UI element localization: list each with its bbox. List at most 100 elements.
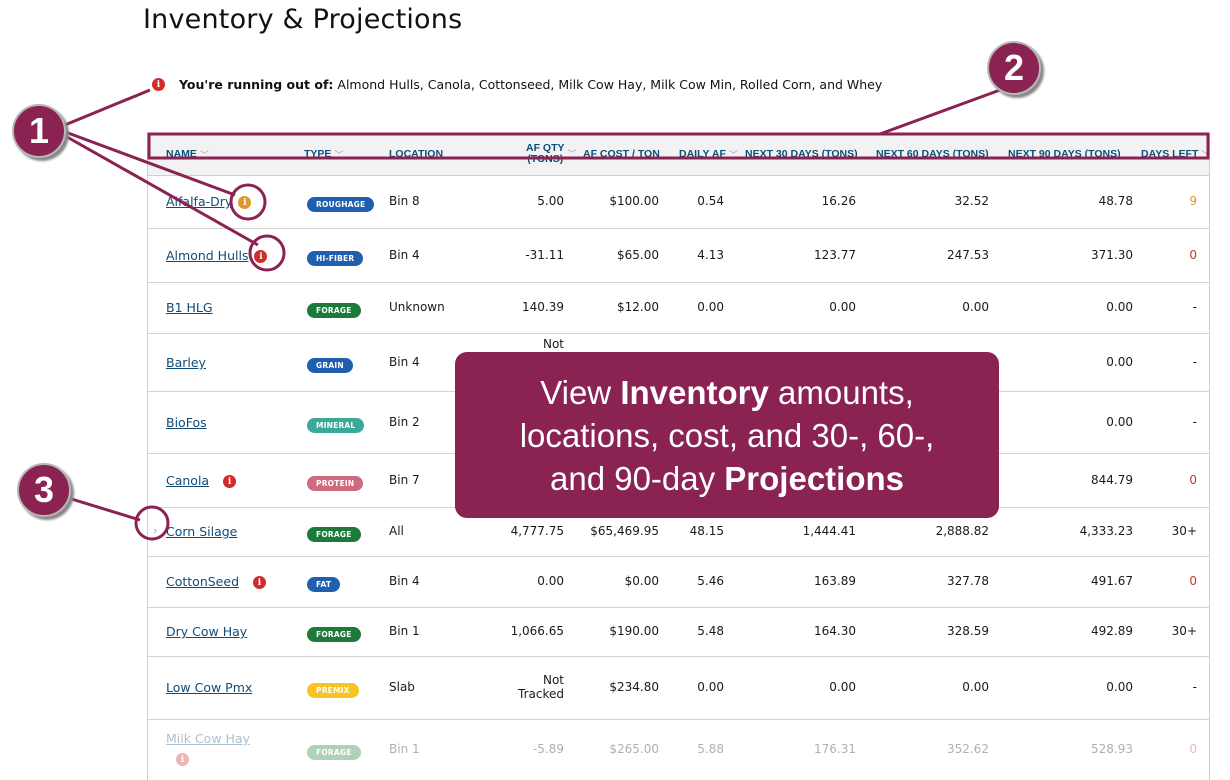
daily-af-cell: 5.48	[697, 624, 724, 638]
item-name-cell: Alfalfa-Dry i	[166, 194, 252, 209]
next90-cell: 0.00	[1106, 680, 1133, 694]
type-cell: PROTEIN	[307, 475, 364, 491]
days-left-cell: 30+	[1171, 524, 1197, 538]
next90-cell: 528.93	[1091, 742, 1133, 756]
next90-cell: 48.78	[1098, 194, 1133, 208]
item-name-cell: Almond Hulls i	[166, 248, 268, 263]
table-row: Low Cow Pmx PREMIX Slab Not Tracked $234.80 0.…	[148, 657, 1209, 720]
type-cell: MINERAL	[307, 417, 365, 433]
item-name-cell: CottonSeed i	[166, 574, 266, 589]
location-cell: Bin 4	[389, 248, 420, 262]
info-icon[interactable]: i	[223, 475, 237, 488]
af-qty-cell: -5.89	[532, 742, 564, 756]
days-left-cell: -	[1192, 355, 1197, 369]
info-icon[interactable]: i	[238, 196, 252, 209]
location-cell: Bin 4	[389, 574, 420, 588]
daily-af-cell: 0.00	[697, 300, 724, 314]
next90-cell: 0.00	[1106, 300, 1133, 314]
next30-cell: 0.00	[829, 680, 856, 694]
running-out-alert: i You're running out of: Almond Hulls, C…	[152, 77, 882, 92]
af-qty-cell: 0.00	[537, 574, 564, 588]
type-badge: MINERAL	[307, 418, 365, 433]
next60-cell: 352.62	[947, 742, 989, 756]
type-badge: FORAGE	[307, 303, 361, 318]
item-name-cell: Dry Cow Hay	[166, 624, 247, 639]
item-name-cell: B1 HLG	[166, 300, 213, 315]
daily-af-cell: 5.88	[697, 742, 724, 756]
location-cell: Slab	[389, 680, 415, 694]
table-row: Almond Hulls i HI-FIBER Bin 4 -31.11 $65.00 4.…	[148, 229, 1209, 283]
days-left-cell: 0	[1189, 742, 1197, 756]
location-cell: Unknown	[389, 300, 445, 314]
type-badge: FAT	[307, 577, 341, 592]
af-qty-cell-line2: Tracked	[518, 687, 564, 701]
daily-af-cell: 0.54	[697, 194, 724, 208]
next60-cell: 32.52	[954, 194, 989, 208]
type-cell: FORAGE	[307, 526, 361, 542]
next30-cell: 1,444.41	[802, 524, 856, 538]
item-name-cell: Canola i	[166, 473, 237, 488]
item-name-link[interactable]: Milk Cow Hay	[166, 731, 250, 746]
af-qty-cell: Not	[542, 337, 564, 351]
item-name-link[interactable]: CottonSeed	[166, 574, 239, 589]
daily-af-cell: 5.46	[697, 574, 724, 588]
item-name-link[interactable]: B1 HLG	[166, 300, 213, 315]
af-cost-cell: $65.00	[617, 248, 659, 262]
af-cost-cell: $65,469.95	[590, 524, 659, 538]
next90-cell: 0.00	[1106, 355, 1133, 369]
af-qty-cell: Not	[542, 673, 564, 687]
type-badge: PROTEIN	[307, 476, 364, 491]
type-cell: GRAIN	[307, 357, 353, 373]
table-row: Dry Cow Hay FORAGE Bin 1 1,066.65 $190.00 5.4…	[148, 608, 1209, 657]
days-left-cell: 9	[1189, 194, 1197, 208]
type-cell: FAT	[307, 576, 341, 592]
chevron-right-icon[interactable]: ›	[153, 524, 158, 537]
next60-cell: 0.00	[962, 680, 989, 694]
next60-cell: 328.59	[947, 624, 989, 638]
item-name-link[interactable]: BioFos	[166, 415, 207, 430]
info-icon[interactable]: i	[254, 250, 268, 263]
location-cell: All	[389, 524, 404, 538]
af-cost-cell: $190.00	[609, 624, 659, 638]
next60-cell: 327.78	[947, 574, 989, 588]
next90-cell: 4,333.23	[1079, 524, 1133, 538]
type-badge: ROUGHAGE	[307, 197, 375, 212]
daily-af-cell: 0.00	[697, 680, 724, 694]
info-icon[interactable]: i	[176, 753, 189, 766]
location-cell: Bin 4	[389, 355, 420, 369]
info-icon[interactable]: i	[253, 576, 266, 589]
header-highlight	[150, 137, 1206, 161]
af-qty-cell: 140.39	[522, 300, 564, 314]
daily-af-cell: 4.13	[697, 248, 724, 262]
days-left-cell: 30+	[1171, 624, 1197, 638]
callout-marker-2: 2	[987, 41, 1041, 95]
next30-cell: 0.00	[829, 300, 856, 314]
next60-cell: 2,888.82	[935, 524, 989, 538]
next30-cell: 164.30	[814, 624, 856, 638]
type-cell: FORAGE	[307, 626, 361, 642]
table-row: Alfalfa-Dry i ROUGHAGE Bin 8 5.00 $100.00 0.54…	[148, 176, 1209, 229]
item-name-cell: Corn Silage	[166, 524, 237, 539]
type-badge: HI-FIBER	[307, 251, 364, 266]
alert-icon: i	[152, 78, 165, 91]
item-name-link[interactable]: Canola	[166, 473, 210, 488]
item-name-link[interactable]: Low Cow Pmx	[166, 680, 253, 695]
alert-items: Almond Hulls, Canola, Cottonseed, Milk C…	[337, 77, 883, 92]
af-cost-cell: $0.00	[624, 574, 659, 588]
type-cell: PREMIX	[307, 682, 359, 698]
af-qty-cell: -31.11	[525, 248, 564, 262]
item-name-cell: Barley	[166, 355, 206, 370]
item-name-link[interactable]: Almond Hulls	[166, 248, 249, 263]
item-name-link[interactable]: Barley	[166, 355, 206, 370]
item-name-link[interactable]: Alfalfa-Dry	[166, 194, 233, 209]
location-cell: Bin 1	[389, 624, 420, 638]
item-name-link[interactable]: Dry Cow Hay	[166, 624, 248, 639]
item-name-link[interactable]: Corn Silage	[166, 524, 238, 539]
type-cell: FORAGE	[307, 302, 361, 318]
af-qty-cell: 5.00	[537, 194, 564, 208]
item-name-cell: Milk Cow Hay i	[166, 731, 250, 766]
af-cost-cell: $265.00	[609, 742, 659, 756]
table-row: B1 HLG FORAGE Unknown 140.39 $12.00 0.00 0.00 0…	[148, 283, 1209, 334]
type-badge: PREMIX	[307, 683, 359, 698]
table-row: CottonSeed i FAT Bin 4 0.00 $0.00 5.46 163.89 32…	[148, 557, 1209, 608]
